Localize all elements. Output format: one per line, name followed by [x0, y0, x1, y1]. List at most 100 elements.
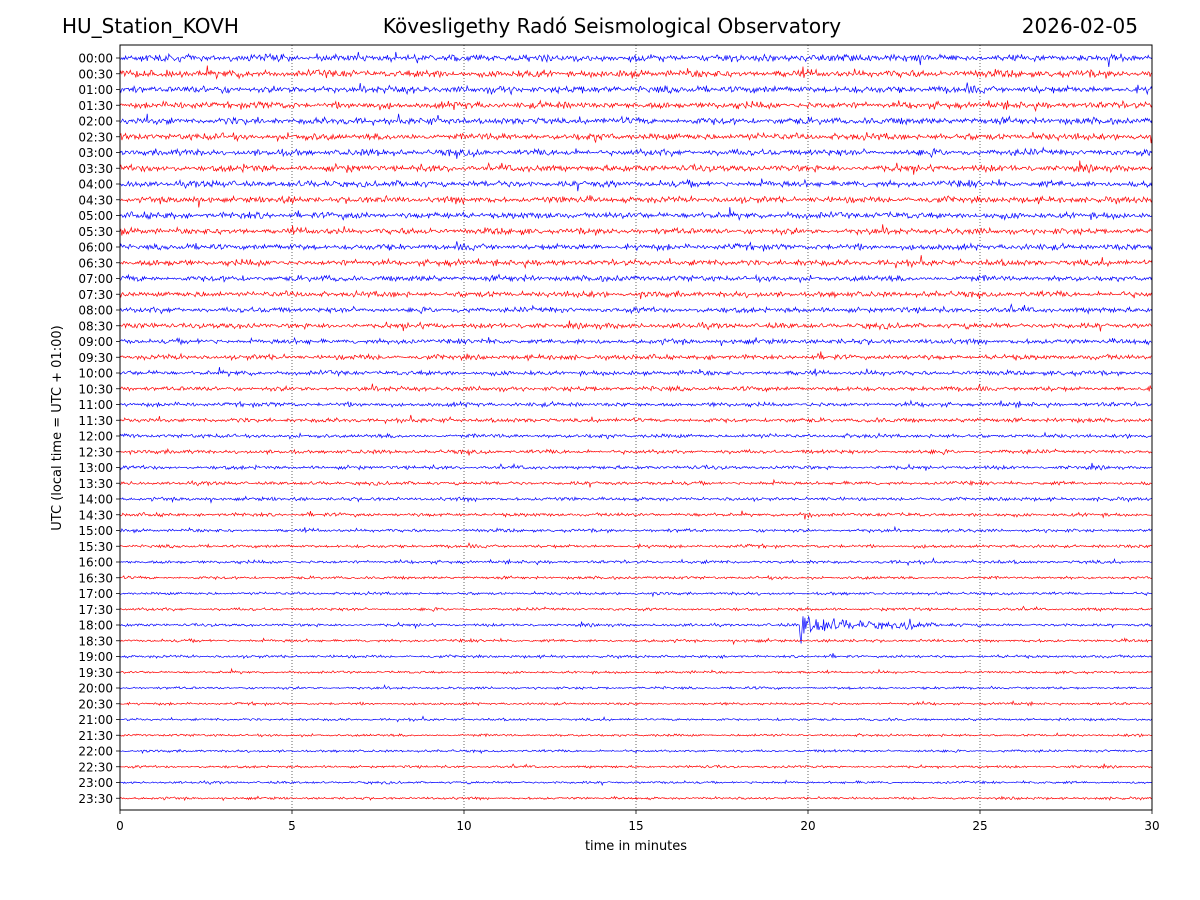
trace-0300 [119, 146, 1153, 159]
date-title: 2026-02-05 [1021, 14, 1138, 38]
trace-0930 [119, 351, 1153, 362]
y-tick-label: 20:00 [78, 682, 113, 696]
trace-0330 [119, 160, 1153, 175]
y-tick-label: 00:00 [78, 52, 113, 66]
y-tick-label: 17:00 [78, 587, 113, 601]
y-tick-label: 18:00 [78, 619, 113, 633]
trace-2030 [119, 700, 1153, 707]
trace-0430 [119, 194, 1153, 208]
x-tick-label: 30 [1144, 819, 1159, 833]
trace-1530 [119, 542, 1153, 550]
y-tick-label: 01:30 [78, 99, 113, 113]
trace-0830 [120, 320, 1153, 332]
station-title: HU_Station_KOVH [62, 14, 239, 38]
y-tick-label: 04:00 [78, 178, 113, 192]
y-tick-label: 21:30 [78, 729, 113, 743]
y-axis-label: UTC (local time = UTC + 01:00) [50, 325, 65, 530]
trace-1730 [119, 605, 1153, 613]
y-tick-label: 23:00 [78, 776, 113, 790]
y-tick-label: 13:30 [78, 477, 113, 491]
trace-1430 [119, 510, 1153, 520]
trace-0230 [119, 131, 1153, 144]
trace-0600 [119, 241, 1153, 252]
y-tick-label: 14:30 [78, 508, 113, 522]
y-tick-label: 10:00 [78, 367, 113, 381]
y-tick-label: 12:00 [78, 430, 113, 444]
x-tick-label: 20 [800, 819, 815, 833]
trace-2330 [119, 795, 1153, 802]
y-tick-label: 22:00 [78, 745, 113, 759]
trace-0900 [119, 336, 1153, 346]
trace-1100 [119, 399, 1153, 409]
y-tick-label: 21:00 [78, 713, 113, 727]
y-tick-label: 11:00 [78, 398, 113, 412]
y-tick-label: 16:00 [78, 556, 113, 570]
trace-0400 [119, 178, 1153, 192]
y-tick-label: 02:00 [78, 115, 113, 129]
trace-group [119, 51, 1153, 802]
y-tick-label: 18:30 [78, 634, 113, 648]
y-tick-label: 06:00 [78, 241, 113, 255]
x-tick-label: 0 [116, 819, 124, 833]
observatory-title: Kövesligethy Radó Seismological Observat… [382, 14, 842, 38]
y-tick-label: 08:30 [78, 319, 113, 333]
trace-1830 [119, 637, 1153, 646]
trace-1300 [119, 462, 1153, 471]
y-tick-label: 07:30 [78, 288, 113, 302]
trace-0700 [119, 273, 1153, 284]
trace-2000 [119, 684, 1153, 691]
trace-0800 [119, 303, 1153, 315]
trace-0500 [119, 207, 1153, 221]
trace-1930 [119, 667, 1153, 675]
x-tick-label: 15 [628, 819, 643, 833]
trace-2130 [119, 732, 1153, 738]
trace-1030 [119, 383, 1153, 393]
y-tick-label: 09:00 [78, 335, 113, 349]
trace-2230 [119, 763, 1153, 770]
y-tick-label: 15:00 [78, 524, 113, 538]
y-tick-label: 01:00 [78, 83, 113, 97]
grid-lines [291, 45, 981, 810]
y-tick-label: 09:30 [78, 351, 113, 365]
y-tick-label: 19:00 [78, 650, 113, 664]
trace-0130 [119, 99, 1153, 113]
trace-2100 [119, 715, 1153, 723]
trace-0530 [119, 224, 1153, 236]
y-tick-label: 00:30 [78, 67, 113, 81]
y-tick-label: 02:30 [78, 130, 113, 144]
x-tick-label: 5 [288, 819, 296, 833]
trace-1500 [119, 525, 1153, 534]
x-tick-label: 10 [456, 819, 471, 833]
y-tick-label: 14:00 [78, 493, 113, 507]
y-tick-label: 03:30 [78, 162, 113, 176]
y-tick-label: 16:30 [78, 571, 113, 585]
trace-1400 [119, 495, 1153, 504]
trace-2200 [119, 748, 1153, 755]
y-tick-label: 23:30 [78, 792, 113, 806]
y-tick-label: 22:30 [78, 760, 113, 774]
trace-1900 [119, 653, 1153, 660]
y-tick-label: 04:30 [78, 193, 113, 207]
y-tick-label: 12:30 [78, 445, 113, 459]
trace-1600 [120, 557, 1153, 567]
trace-1700 [119, 590, 1153, 598]
trace-0730 [119, 289, 1153, 300]
y-tick-label: 15:30 [78, 540, 113, 554]
y-tick-label: 07:00 [78, 272, 113, 286]
trace-1200 [119, 431, 1153, 440]
x-tick-label: 25 [972, 819, 987, 833]
trace-0100 [119, 82, 1153, 96]
trace-1330 [119, 478, 1153, 488]
y-tick-label: 08:00 [78, 304, 113, 318]
y-tick-label: 20:30 [78, 697, 113, 711]
y-tick-label: 11:30 [78, 414, 113, 428]
y-tick-label: 13:00 [78, 461, 113, 475]
y-tick-label: 05:30 [78, 225, 113, 239]
trace-0200 [119, 113, 1153, 126]
y-tick-label: 06:30 [78, 256, 113, 270]
trace-0030 [119, 65, 1153, 80]
trace-1230 [119, 448, 1153, 456]
trace-1000 [119, 366, 1153, 378]
y-tick-label: 05:00 [78, 209, 113, 223]
